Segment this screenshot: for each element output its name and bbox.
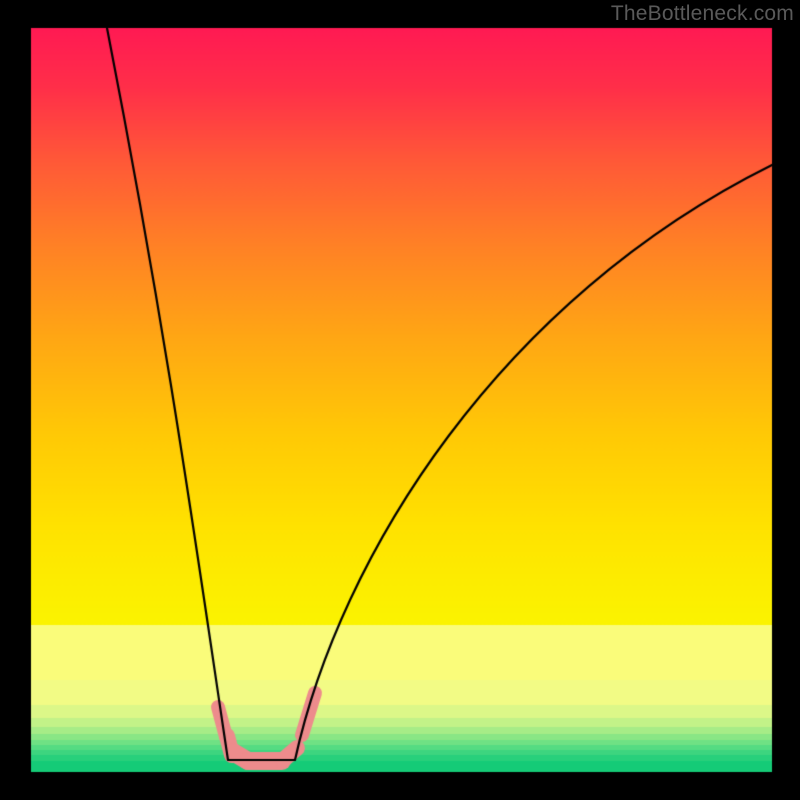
chart-curve-canvas [0,0,800,800]
chart-stage: TheBottleneck.com [0,0,800,800]
watermark-text: TheBottleneck.com [611,2,794,26]
